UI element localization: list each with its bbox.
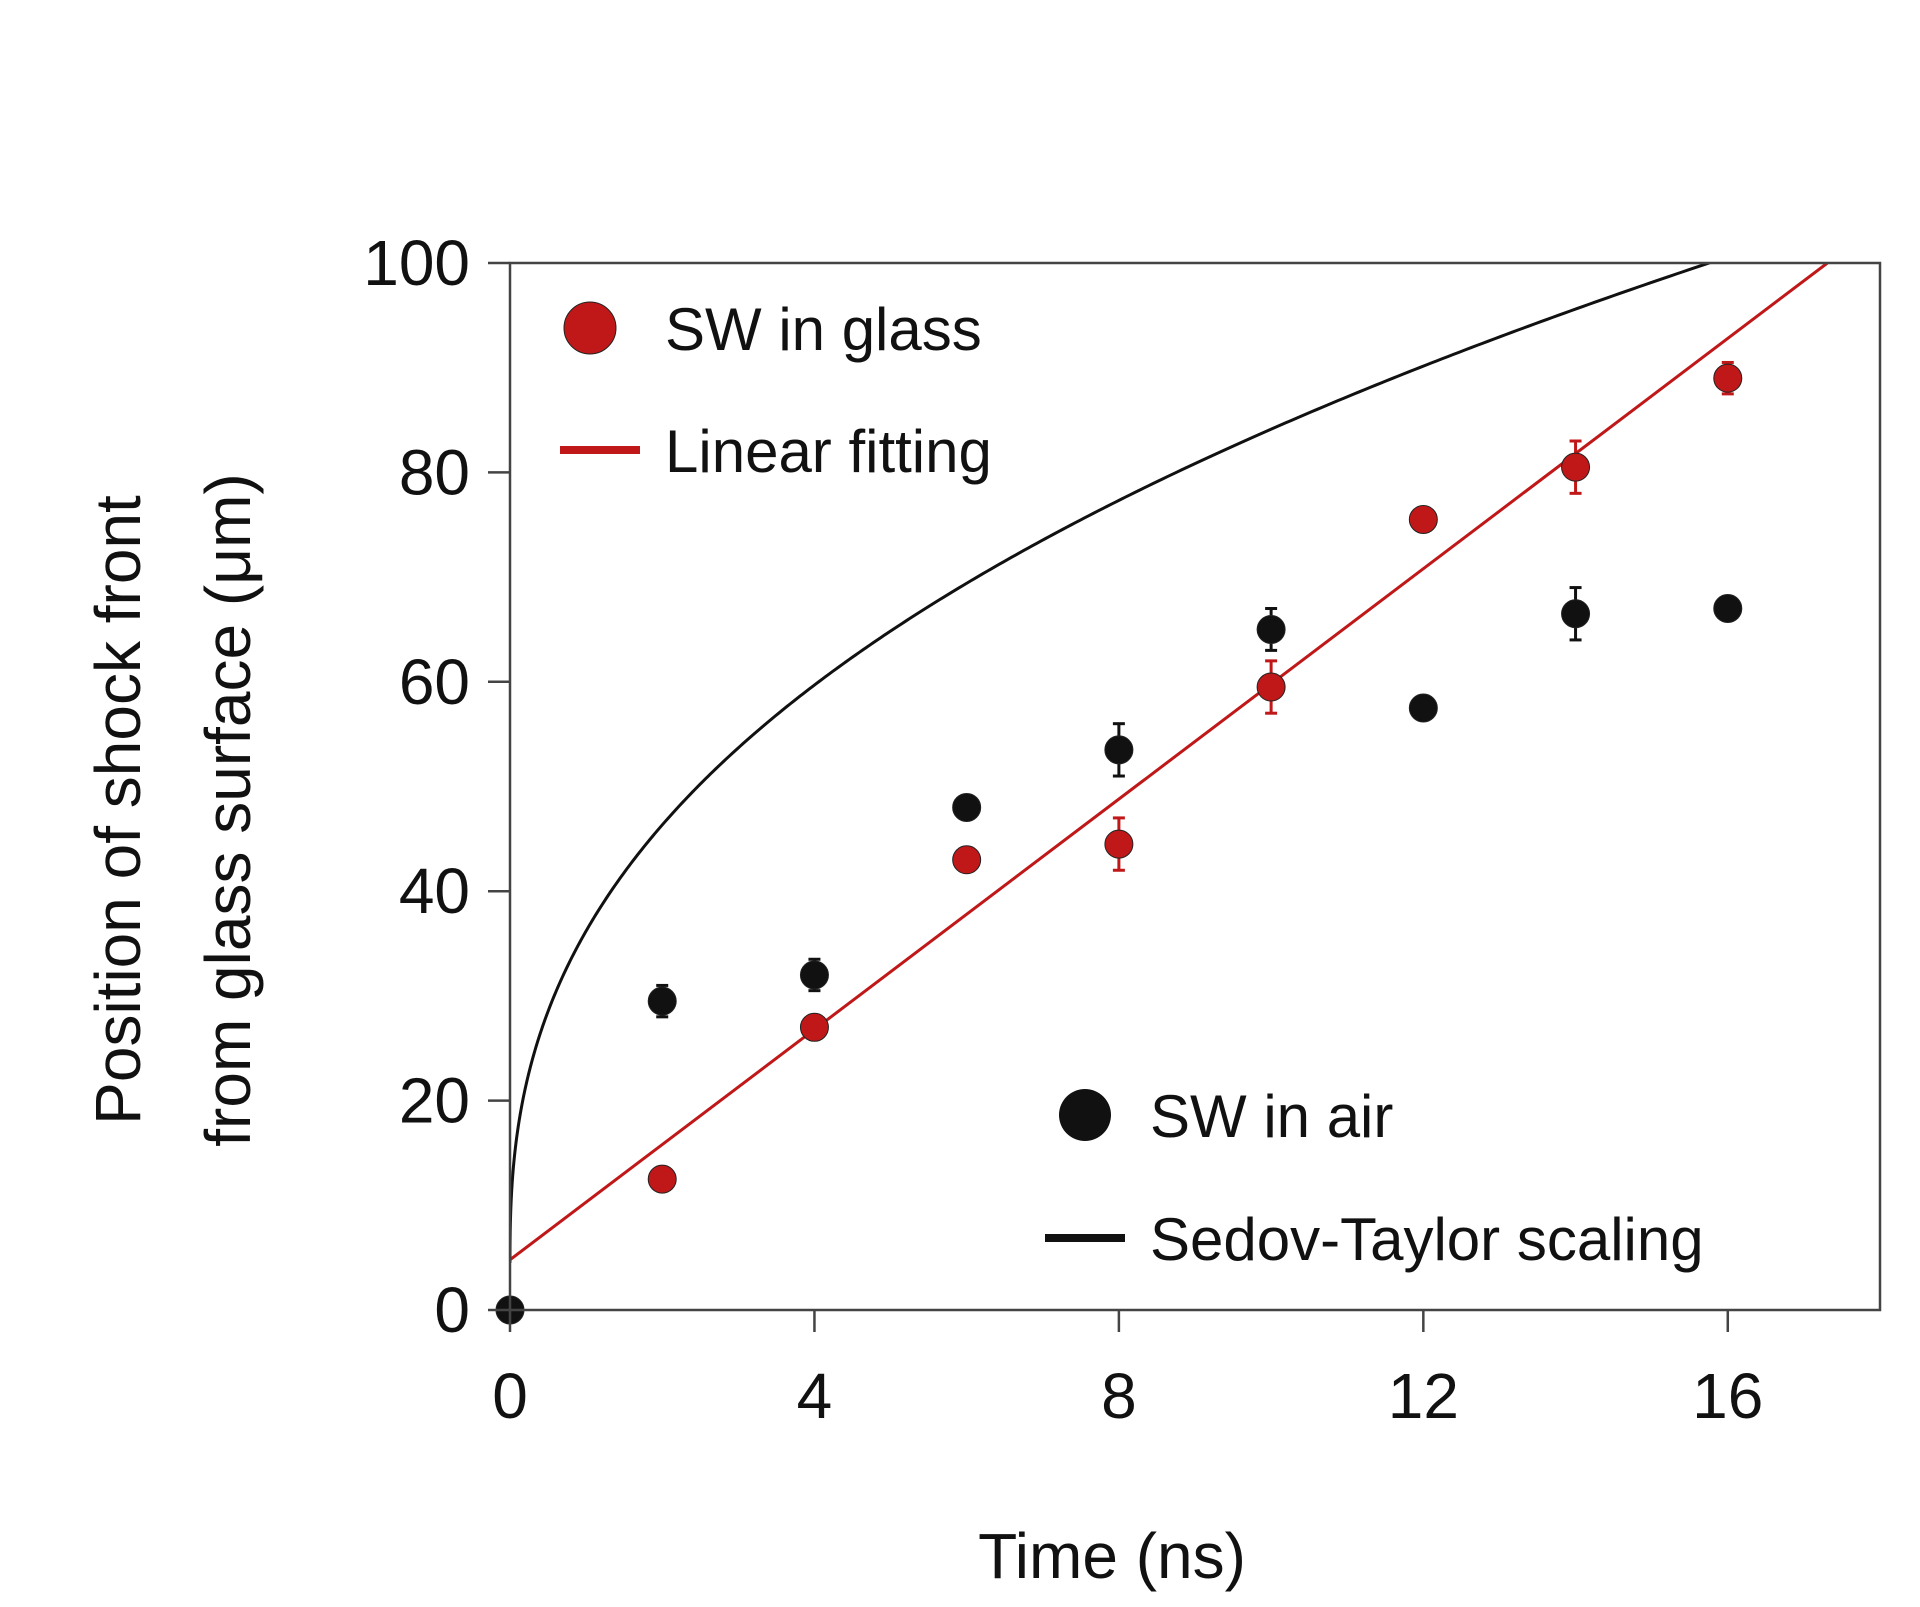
axes: 0 4 8 12 16 0 20 40 60 80 100	[363, 227, 1882, 1432]
y-tick-label: 20	[399, 1065, 470, 1137]
y-tick-label: 80	[399, 436, 470, 508]
glass-point	[952, 845, 982, 875]
y-axis-title-line2: from glass surface (μm)	[192, 473, 264, 1146]
legend-air-label: SW in air	[1150, 1083, 1393, 1150]
air-point	[1408, 693, 1438, 723]
x-tick-label: 0	[492, 1360, 528, 1432]
glass-point	[1256, 672, 1286, 702]
glass-point	[1408, 505, 1438, 535]
legend-bottom-right: SW in air Sedov-Taylor scaling	[1045, 1083, 1704, 1273]
air-point	[1104, 735, 1134, 765]
y-tick-label: 100	[363, 227, 470, 299]
y-tick-label: 0	[434, 1274, 470, 1346]
x-tick-label: 12	[1388, 1360, 1459, 1432]
air-point	[799, 960, 829, 990]
legend-sedov-label: Sedov-Taylor scaling	[1150, 1206, 1704, 1273]
y-tick-label: 40	[399, 855, 470, 927]
sedov-taylor-curve	[510, 263, 1714, 1263]
legend-linear-label: Linear fitting	[665, 418, 992, 485]
linear-fit-line	[510, 263, 1829, 1261]
plot-frame	[508, 261, 1882, 1312]
y-axis-title-line1: Position of shock front	[82, 495, 154, 1125]
x-axis-title: Time (ns)	[978, 1520, 1246, 1592]
x-tick-label: 8	[1101, 1360, 1137, 1432]
y-tick-label: 60	[399, 646, 470, 718]
glass-point	[799, 1012, 829, 1042]
glass-point	[647, 1164, 677, 1194]
air-point	[1561, 599, 1591, 629]
plot-area	[495, 263, 1829, 1325]
legend-glass-marker	[563, 301, 617, 355]
legend-air-marker	[1059, 1089, 1111, 1141]
glass-point	[1713, 363, 1743, 393]
air-point	[952, 792, 982, 822]
legend-glass-label: SW in glass	[665, 296, 982, 363]
glass-point	[1104, 829, 1134, 859]
glass-point	[1561, 452, 1591, 482]
air-point	[1713, 594, 1743, 624]
air-point	[1256, 614, 1286, 644]
x-tick-label: 4	[797, 1360, 833, 1432]
air-point	[647, 986, 677, 1016]
x-tick-label: 16	[1692, 1360, 1763, 1432]
legend-top-left: SW in glass Linear fitting	[560, 296, 992, 485]
